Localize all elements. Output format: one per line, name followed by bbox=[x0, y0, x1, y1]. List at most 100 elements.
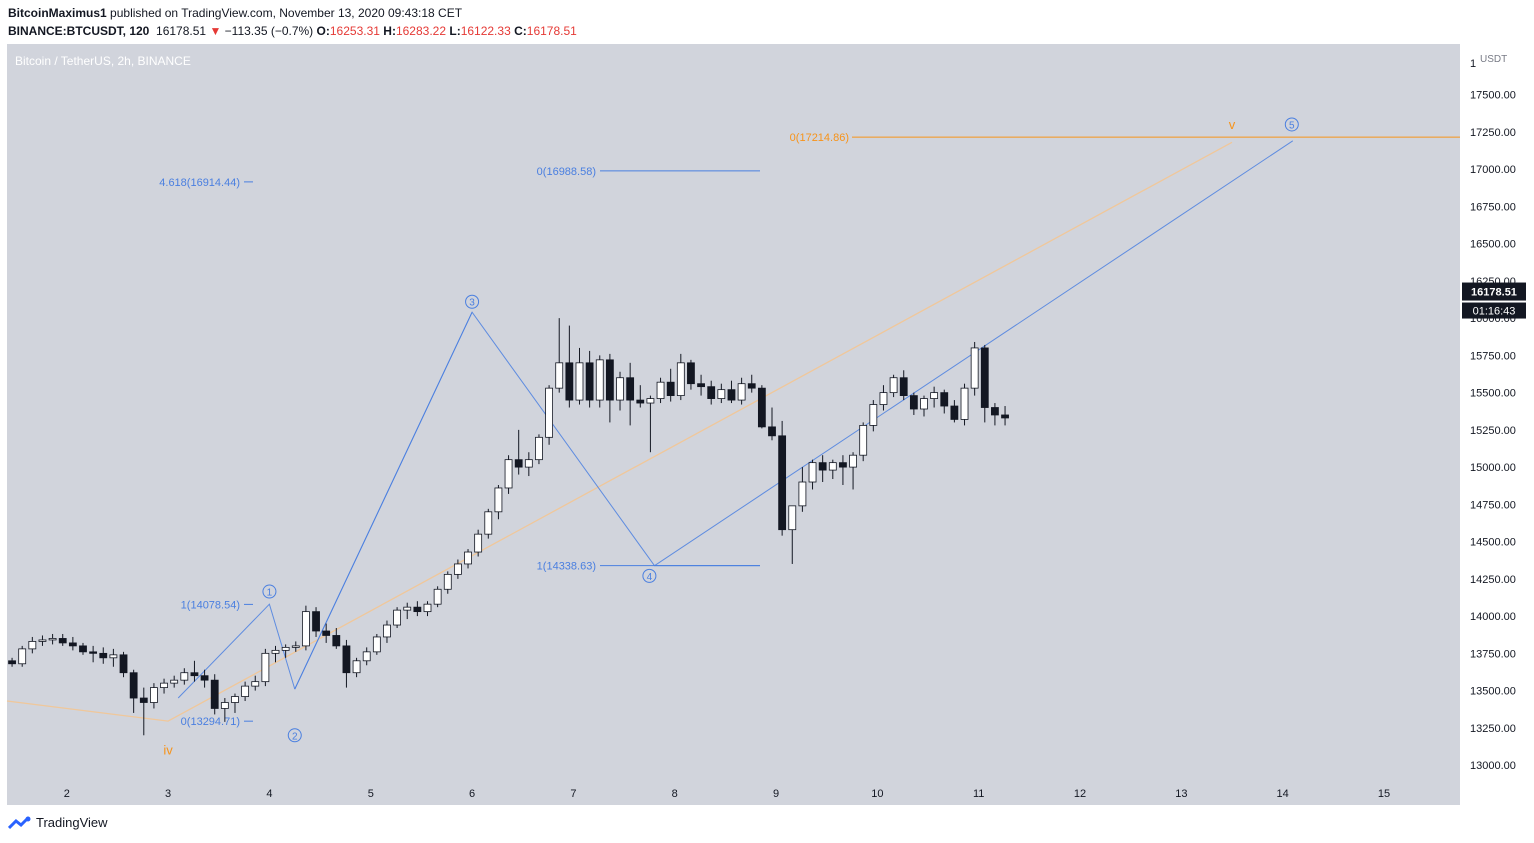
candle-body bbox=[210, 679, 219, 709]
candle-body bbox=[808, 462, 817, 483]
candle-body bbox=[322, 630, 331, 636]
x-tick-label: 13 bbox=[1175, 788, 1187, 800]
low-label: L: bbox=[449, 24, 461, 38]
footer-brand[interactable]: TradingView bbox=[36, 815, 108, 830]
x-tick-label: 6 bbox=[469, 788, 475, 800]
candle-body bbox=[89, 651, 98, 654]
x-tick-label: 11 bbox=[973, 788, 984, 800]
candle-body bbox=[849, 454, 857, 468]
candle-body bbox=[828, 462, 837, 471]
y-tick-label: 17000.00 bbox=[1470, 164, 1516, 176]
candle-body bbox=[899, 377, 908, 397]
publisher-name[interactable]: BitcoinMaximus1 bbox=[8, 6, 107, 20]
candle-body bbox=[28, 641, 37, 650]
time-axis[interactable] bbox=[7, 777, 1460, 805]
candle-body bbox=[869, 404, 878, 426]
candle-body bbox=[251, 681, 260, 687]
candle-body bbox=[535, 436, 543, 461]
candle-body bbox=[271, 649, 280, 654]
candle-body bbox=[788, 505, 797, 531]
y-top-label: 1 bbox=[1470, 58, 1476, 70]
high-label: H: bbox=[383, 24, 396, 38]
candle-body bbox=[180, 672, 189, 681]
x-tick-label: 8 bbox=[672, 788, 678, 800]
candle-body bbox=[139, 697, 148, 703]
wave-5-circle bbox=[1284, 117, 1299, 132]
y-tick-label: 14250.00 bbox=[1470, 574, 1516, 586]
candle-body bbox=[433, 588, 442, 605]
y-tick-label: 15750.00 bbox=[1470, 350, 1516, 362]
candle-body bbox=[58, 638, 67, 644]
candle-body bbox=[18, 648, 27, 665]
candle-body bbox=[737, 383, 746, 401]
close-value: 16178.51 bbox=[526, 24, 577, 38]
wave-5-label: 5 bbox=[1289, 120, 1295, 131]
candle-body bbox=[302, 611, 310, 647]
wave-1-label: 1 bbox=[267, 588, 273, 599]
candle-body bbox=[474, 533, 483, 553]
high-value: 16283.22 bbox=[395, 24, 447, 38]
symbol-label: Bitcoin / TetherUS, 2h, BINANCE bbox=[15, 54, 191, 68]
candle-body bbox=[646, 398, 655, 404]
x-tick-label: 7 bbox=[570, 788, 576, 800]
y-tick-label: 16750.00 bbox=[1470, 201, 1516, 213]
candle-body bbox=[616, 377, 624, 401]
candle-body bbox=[464, 551, 472, 565]
candle-body bbox=[879, 392, 888, 405]
y-tick-label: 13750.00 bbox=[1470, 648, 1516, 660]
down-arrow-icon: ▼ bbox=[209, 24, 222, 38]
chart-plot-area[interactable] bbox=[7, 44, 1460, 777]
y-tick-label: 15500.00 bbox=[1470, 388, 1516, 400]
candle-body bbox=[453, 563, 462, 575]
y-tick-label: 17500.00 bbox=[1470, 90, 1516, 102]
candle-body bbox=[707, 386, 716, 399]
candle-body bbox=[960, 387, 969, 420]
candle-body bbox=[768, 426, 776, 437]
candle-body bbox=[636, 399, 645, 404]
candle-body bbox=[281, 646, 290, 651]
candle-body bbox=[129, 672, 138, 699]
candle-body bbox=[859, 424, 868, 456]
wave-2-3-line bbox=[294, 311, 473, 690]
x-tick-label: 4 bbox=[266, 788, 272, 800]
y-tick-label: 14000.00 bbox=[1470, 611, 1516, 623]
candle-body bbox=[818, 462, 827, 471]
orange-wave-line bbox=[6, 141, 1233, 722]
blue-wave-path-2 bbox=[294, 140, 1294, 690]
y-tick-label: 14750.00 bbox=[1470, 499, 1516, 511]
wave-3-circle bbox=[465, 294, 480, 309]
candle-body bbox=[970, 347, 979, 389]
orange-wave-iv-label: iv bbox=[163, 743, 173, 758]
candle-body bbox=[48, 638, 57, 641]
candle-body bbox=[676, 362, 685, 397]
fib-level-label: 0(17214.86) bbox=[790, 132, 849, 144]
candle-body bbox=[1001, 414, 1009, 419]
countdown-label: 01:16:43 bbox=[1473, 306, 1516, 318]
candle-body bbox=[220, 702, 229, 709]
price-axis[interactable] bbox=[1460, 44, 1526, 805]
y-tick-label: 15250.00 bbox=[1470, 425, 1516, 437]
wave-4-circle bbox=[642, 568, 657, 583]
candle-body bbox=[727, 389, 736, 401]
candle-body bbox=[555, 362, 564, 389]
y-tick-label: 13250.00 bbox=[1470, 723, 1516, 735]
symbol-name: BINANCE:BTCUSDT, 120 bbox=[8, 24, 150, 38]
candle-body bbox=[372, 636, 381, 653]
candle-body bbox=[38, 639, 47, 642]
candle-body bbox=[757, 387, 766, 428]
y-tick-label: 14500.00 bbox=[1470, 537, 1516, 549]
candle-body bbox=[79, 645, 87, 653]
fib-level-label: 0(16988.58) bbox=[537, 166, 596, 178]
y-unit-label: USDT bbox=[1480, 54, 1507, 65]
candle-body bbox=[68, 642, 77, 647]
candle-body bbox=[545, 387, 553, 438]
candle-body bbox=[352, 660, 361, 674]
candle-body bbox=[8, 660, 16, 665]
candle-body bbox=[200, 675, 209, 681]
candle-body bbox=[170, 679, 179, 684]
candle-body bbox=[839, 462, 847, 468]
candle-body bbox=[565, 362, 574, 401]
candle-body bbox=[798, 481, 807, 507]
wave-2-label: 2 bbox=[292, 731, 298, 742]
